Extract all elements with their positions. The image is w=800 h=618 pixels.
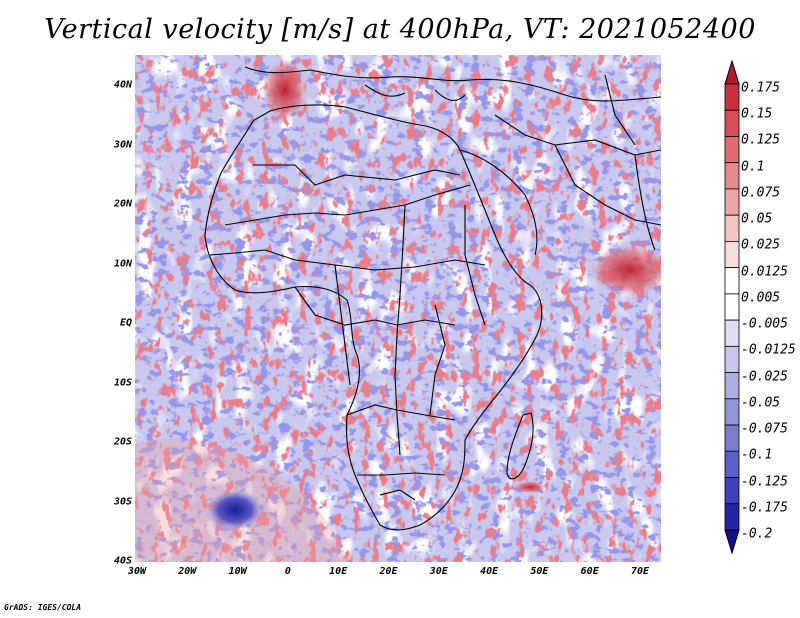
lat-label: 10N [113, 258, 132, 269]
colorbar-segment [724, 109, 740, 137]
colorbar-segment [724, 83, 740, 111]
colorbar-label: 0.0125 [741, 264, 788, 280]
colorbar-label: -0.175 [741, 500, 788, 516]
colorbar-label: -0.05 [741, 395, 781, 411]
colorbar-segment [724, 345, 740, 373]
coastline [204, 66, 661, 531]
lat-label: 40S [113, 555, 132, 567]
lat-label: 40N [113, 79, 132, 91]
colorbar-label: 0.125 [741, 132, 781, 148]
colorbar-label: -0.1 [741, 447, 773, 463]
colorbar-segment [724, 398, 740, 426]
colorbar-segment [724, 267, 740, 295]
colorbar-segment [724, 477, 740, 505]
colorbar-segment [724, 372, 740, 400]
lon-label: 50E [530, 566, 549, 577]
colorbar-segment [724, 503, 740, 531]
colorbar-label: 0.025 [741, 237, 781, 253]
colorbar-segment [724, 136, 740, 164]
colorbar-segment [724, 162, 740, 190]
colorbar-segment [724, 241, 740, 269]
colorbar-segment [724, 188, 740, 216]
lon-label: 10E [329, 566, 348, 577]
lon-label: 20W [178, 566, 197, 577]
colorbar-label: 0.075 [741, 185, 781, 201]
colorbar-segment [724, 450, 740, 478]
footer-credit: GrADS: IGES/COLA [4, 603, 82, 612]
colorbar-label: -0.005 [741, 316, 788, 332]
colorbar-label: -0.075 [741, 421, 788, 437]
colorbar-label: -0.125 [741, 474, 788, 490]
lat-label: 30N [113, 139, 132, 150]
colorbar-segment [724, 319, 740, 347]
lat-label: 30S [113, 496, 132, 507]
colorbar-label: -0.025 [741, 369, 788, 385]
lon-label: 40E [480, 566, 499, 577]
colorbar-top-triangle [724, 60, 740, 85]
lon-label: 60E [580, 566, 599, 577]
lat-label: EQ [119, 317, 132, 329]
colorbar-segment [724, 424, 740, 452]
map-panel [135, 55, 661, 562]
chart-title: Vertical velocity [m/s] at 400hPa, VT: 2… [44, 14, 756, 45]
lon-label: 70E [630, 566, 650, 577]
lat-label: 10S [113, 377, 132, 388]
lat-label: 20S [113, 436, 132, 448]
lon-label: 30E [429, 566, 448, 577]
lat-label: 20N [113, 198, 132, 210]
lon-label: 0 [284, 566, 291, 577]
colorbar-label: 0.175 [741, 80, 781, 96]
colorbar-label: 0.05 [741, 211, 773, 227]
lon-label: 30W [127, 566, 147, 577]
colorbar-label: -0.0125 [741, 342, 796, 358]
colorbar-bottom-triangle [724, 529, 740, 554]
colorbar-label: 0.005 [741, 290, 781, 306]
colorbar-segment [724, 293, 740, 321]
colorbar-label: 0.15 [741, 106, 773, 122]
lon-label: 10W [228, 566, 247, 577]
colorbar-segment [724, 214, 740, 242]
colorbar-label: 0.1 [741, 159, 765, 175]
lon-label: 20E [379, 566, 398, 577]
colorbar [724, 60, 740, 554]
colorbar-label: -0.2 [741, 526, 773, 542]
